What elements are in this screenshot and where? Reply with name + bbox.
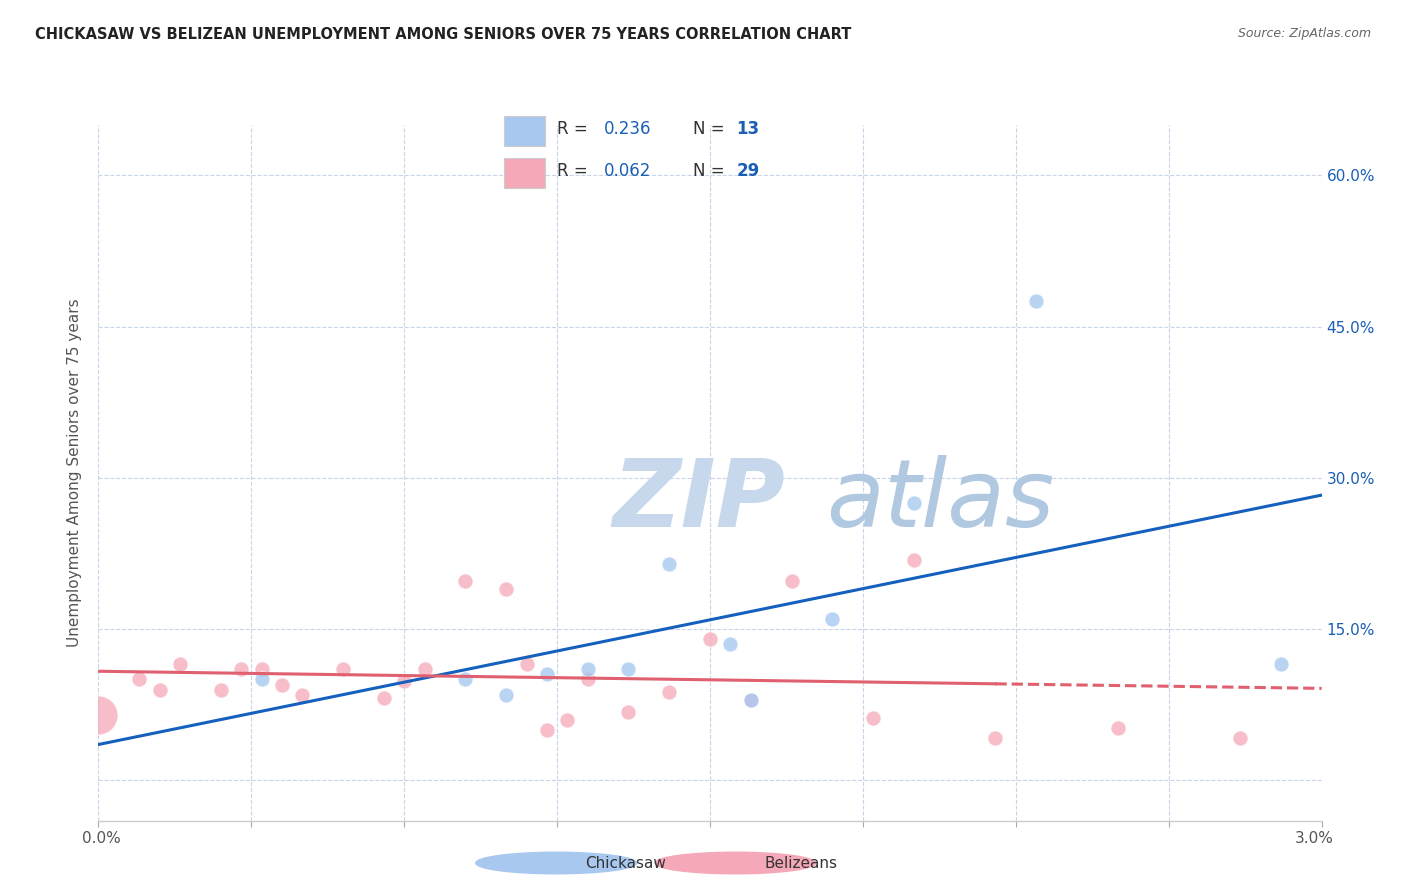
Text: R =: R = [557, 120, 593, 137]
Circle shape [475, 852, 637, 874]
Text: 3.0%: 3.0% [1295, 831, 1334, 847]
Point [740, 692, 762, 706]
Point [392, 674, 416, 689]
Point [516, 657, 538, 672]
Point [1025, 294, 1047, 309]
Point [536, 667, 558, 681]
Circle shape [655, 852, 815, 874]
Point [780, 574, 803, 588]
Point [291, 688, 314, 702]
Text: N =: N = [693, 162, 730, 180]
Point [332, 662, 354, 676]
Point [658, 684, 681, 698]
Point [87, 707, 110, 722]
Text: ZIP: ZIP [612, 455, 785, 547]
Point [1270, 657, 1292, 672]
Point [718, 637, 742, 651]
Point [555, 713, 579, 727]
Point [821, 612, 844, 626]
Text: N =: N = [693, 120, 730, 137]
Point [250, 673, 273, 687]
Point [576, 673, 599, 687]
Text: Belizeans: Belizeans [765, 855, 838, 871]
Point [169, 657, 191, 672]
Point [617, 662, 640, 676]
Point [617, 705, 640, 719]
Point [576, 662, 599, 676]
Point [658, 557, 681, 571]
Point [373, 690, 395, 705]
Point [1229, 731, 1251, 745]
FancyBboxPatch shape [505, 116, 544, 145]
Point [454, 673, 477, 687]
Text: 0.062: 0.062 [603, 162, 651, 180]
Point [250, 662, 273, 676]
FancyBboxPatch shape [505, 158, 544, 188]
Point [413, 662, 436, 676]
Point [128, 673, 150, 687]
Point [903, 496, 925, 510]
Point [862, 711, 884, 725]
Text: 0.0%: 0.0% [82, 831, 121, 847]
Text: 13: 13 [737, 120, 759, 137]
Point [699, 632, 721, 647]
Text: 0.236: 0.236 [603, 120, 651, 137]
Text: atlas: atlas [827, 455, 1054, 546]
Point [149, 682, 172, 697]
Text: Source: ZipAtlas.com: Source: ZipAtlas.com [1237, 27, 1371, 40]
Text: CHICKASAW VS BELIZEAN UNEMPLOYMENT AMONG SENIORS OVER 75 YEARS CORRELATION CHART: CHICKASAW VS BELIZEAN UNEMPLOYMENT AMONG… [35, 27, 852, 42]
Text: Chickasaw: Chickasaw [585, 855, 666, 871]
Point [270, 677, 292, 691]
Point [454, 574, 477, 588]
Point [231, 662, 253, 676]
Point [903, 553, 925, 567]
Point [984, 731, 1007, 745]
Text: R =: R = [557, 162, 593, 180]
Point [209, 682, 232, 697]
Point [740, 692, 762, 706]
Point [536, 723, 558, 737]
Point [495, 582, 517, 596]
Point [495, 688, 517, 702]
Y-axis label: Unemployment Among Seniors over 75 years: Unemployment Among Seniors over 75 years [67, 299, 83, 647]
Point [1107, 721, 1129, 735]
Text: 29: 29 [737, 162, 759, 180]
